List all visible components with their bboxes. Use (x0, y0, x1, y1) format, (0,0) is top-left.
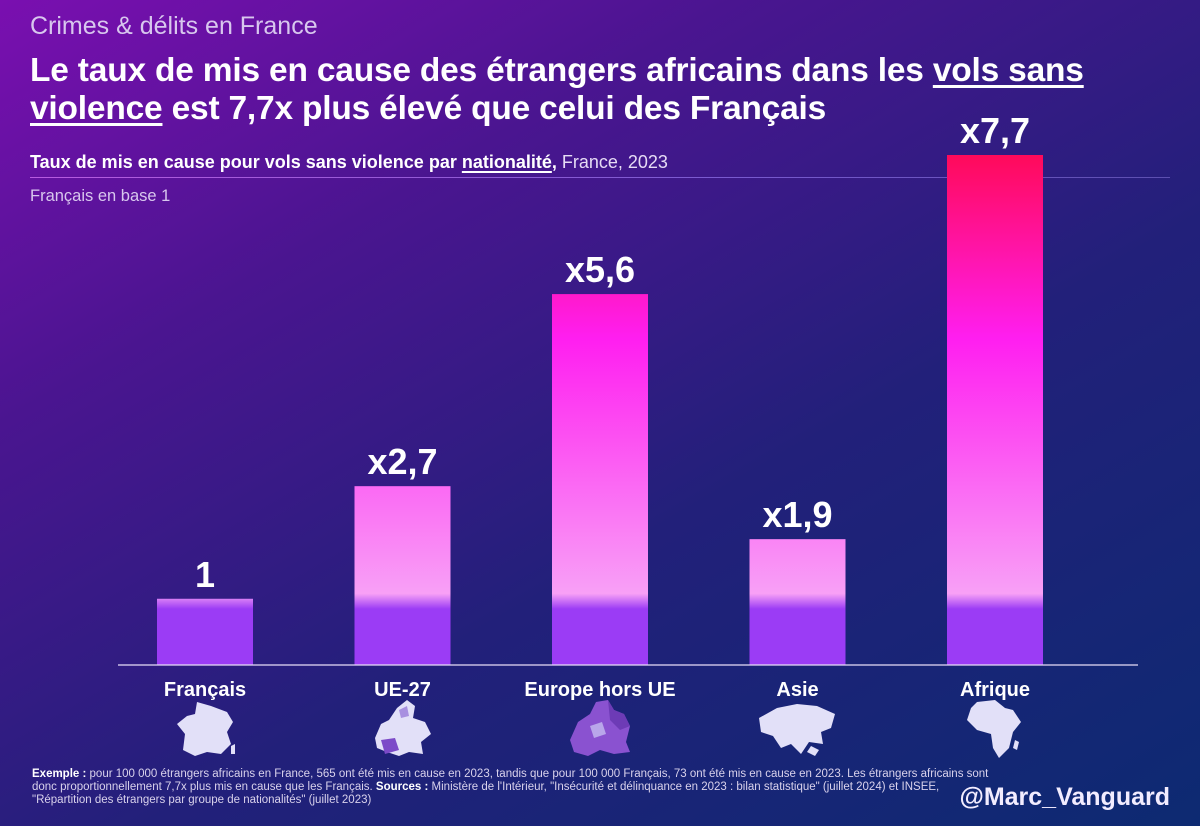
main-title: Le taux de mis en cause des étrangers af… (30, 52, 1084, 127)
bar-2 (354, 486, 451, 665)
france-map-icon (177, 702, 235, 756)
bar-value-label: x7,7 (960, 110, 1030, 151)
bar-3 (552, 294, 648, 665)
bar-value-label: 1 (195, 554, 215, 595)
kicker-title: Crimes & délits en France (30, 12, 318, 40)
footnote: Exemple : pour 100 000 étrangers africai… (32, 768, 989, 806)
bar-value-label: x1,9 (762, 494, 832, 535)
asia-map-icon (759, 704, 835, 756)
bar-chart: 1 Français x2,7 UE-27 x5,6 Europe hors UE x1,9… (118, 110, 1138, 701)
category-label: Français (164, 679, 246, 701)
region-maps (0, 698, 1200, 758)
bar-5 (947, 155, 1043, 665)
author-handle: @Marc_Vanguard (959, 783, 1170, 811)
category-label: Afrique (960, 679, 1030, 701)
subtitle-divider (30, 177, 1170, 178)
europe-non-eu-map-icon (570, 700, 630, 756)
bar-value-label: x5,6 (565, 249, 635, 290)
category-label: Europe hors UE (524, 679, 675, 701)
base-note: Français en base 1 (30, 187, 171, 205)
chart-subtitle: Taux de mis en cause pour vols sans viol… (30, 152, 668, 172)
category-label: UE-27 (374, 679, 431, 701)
bar-value-label: x2,7 (367, 441, 437, 482)
eu27-map-icon (375, 700, 431, 756)
category-label: Asie (776, 679, 818, 701)
bar-4 (749, 539, 846, 665)
bar-1 (157, 598, 253, 665)
africa-map-icon (967, 700, 1021, 758)
